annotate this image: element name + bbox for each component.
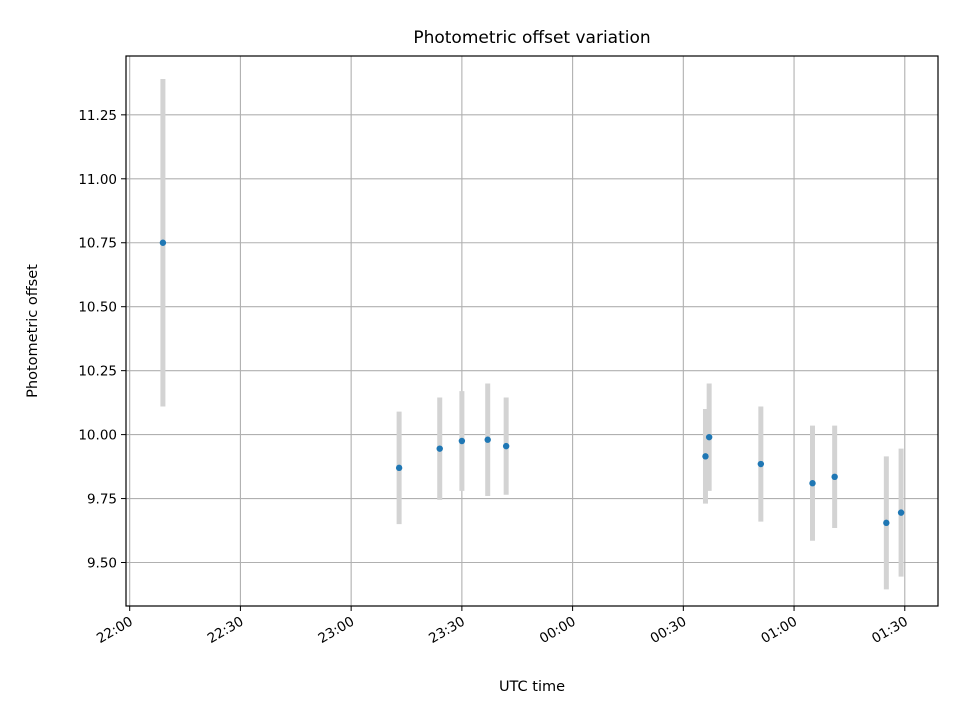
- y-tick-label: 9.50: [87, 556, 117, 572]
- y-tick-label: 11.25: [78, 108, 117, 124]
- data-point: [809, 480, 816, 487]
- data-point: [502, 442, 510, 450]
- y-tick-label: 11.00: [78, 172, 117, 188]
- data-point: [883, 519, 890, 527]
- chart-title: Photometric offset variation: [413, 28, 650, 48]
- data-point: [159, 239, 167, 246]
- data-point: [458, 437, 466, 445]
- y-tick-label: 9.75: [87, 492, 117, 508]
- data-point: [436, 445, 443, 452]
- y-tick-label: 10.00: [78, 428, 117, 444]
- grid: [126, 56, 938, 606]
- data-point: [705, 433, 713, 441]
- data-point: [831, 473, 838, 481]
- y-axis-label: Photometric offset: [25, 264, 41, 398]
- data-point: [395, 464, 403, 472]
- data-points: [159, 239, 905, 527]
- y-tick-label: 10.75: [78, 236, 117, 252]
- data-point: [757, 460, 765, 468]
- y-tick-label: 10.50: [78, 300, 117, 316]
- data-point: [897, 509, 905, 516]
- x-axis-label: UTC time: [499, 679, 565, 695]
- y-tick-label: 10.25: [78, 364, 117, 380]
- y-axis: 9.50 9.75 10.00 10.25 10.50 10.75 11.00 11.25: [78, 108, 126, 572]
- data-point: [702, 453, 709, 460]
- data-point: [484, 436, 491, 443]
- plot-frame: [125, 55, 939, 607]
